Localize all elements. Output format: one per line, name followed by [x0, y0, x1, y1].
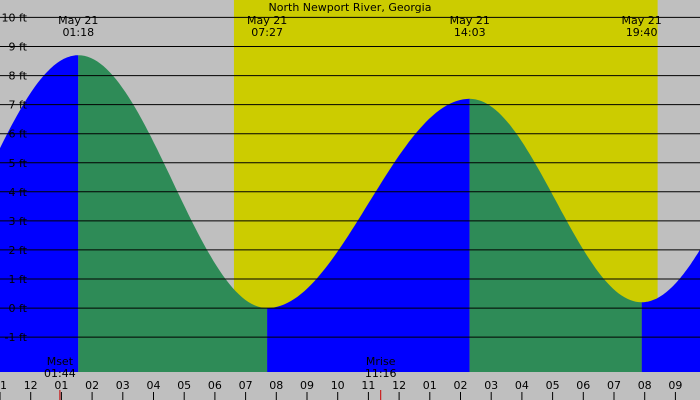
- x-axis: 11 12 01 02 03 04 05 06 07 08 09 10 11 12 01 02 03 04 05 06…: [0, 379, 682, 400]
- moon-event-time: 01:44: [44, 367, 76, 380]
- extreme-date-label: May 21: [58, 14, 98, 27]
- y-tick-label: 7 ft: [9, 99, 28, 112]
- y-tick-label: 2 ft: [9, 244, 28, 257]
- extreme-date-label: May 21: [450, 14, 490, 27]
- x-tick-label: 06: [208, 379, 222, 392]
- x-tick-label: 04: [147, 379, 161, 392]
- chart-title: North Newport River, Georgia: [269, 1, 432, 14]
- x-tick-label: 01: [54, 379, 68, 392]
- moon-event-label: Mset: [47, 355, 74, 368]
- falling-tide-area: [469, 98, 642, 373]
- falling-tide-area: [78, 55, 268, 372]
- x-tick-label: 02: [85, 379, 99, 392]
- x-tick-label: 08: [269, 379, 283, 392]
- tide-areas: [0, 55, 700, 373]
- extreme-time-label: 07:27: [251, 26, 283, 39]
- y-tick-label: 0 ft: [9, 302, 28, 315]
- x-tick-label: 03: [484, 379, 498, 392]
- grid-lines: [0, 16, 700, 338]
- x-tick-label: 06: [576, 379, 590, 392]
- y-tick-label: 3 ft: [9, 215, 28, 228]
- x-tick-label: 12: [392, 379, 406, 392]
- y-tick-label: 9 ft: [9, 41, 28, 54]
- y-tick-labels: 10 ft 9 ft 8 ft 7 ft 6 ft 5 ft 4 ft 3 ft 2 ft 1 f…: [2, 11, 28, 344]
- y-tick-label: 8 ft: [9, 70, 28, 83]
- extreme-time-label: 14:03: [454, 26, 486, 39]
- y-tick-label: -1 ft: [5, 331, 28, 344]
- y-tick-label: 10 ft: [2, 11, 28, 24]
- rising-tide-area: [641, 249, 700, 372]
- extreme-time-label: 19:40: [626, 26, 658, 39]
- x-tick-label: 05: [177, 379, 191, 392]
- x-tick-label: 07: [607, 379, 621, 392]
- x-tick-label: 04: [515, 379, 529, 392]
- y-tick-label: 4 ft: [9, 186, 28, 199]
- x-tick-label: 12: [24, 379, 38, 392]
- y-tick-label: 1 ft: [9, 273, 28, 286]
- extreme-date-label: May 21: [622, 14, 662, 27]
- rising-tide-area: [0, 55, 79, 372]
- x-tick-label: 10: [331, 379, 345, 392]
- x-tick-label: 05: [546, 379, 560, 392]
- x-tick-label: 09: [668, 379, 682, 392]
- rising-tide-area: [267, 98, 470, 373]
- y-tick-label: 5 ft: [9, 157, 28, 170]
- x-tick-label: 11: [361, 379, 375, 392]
- y-tick-label: 6 ft: [9, 128, 28, 141]
- x-tick-label: 03: [116, 379, 130, 392]
- x-tick-label: 07: [239, 379, 253, 392]
- moon-event-time: 11:16: [365, 367, 397, 380]
- x-tick-label: 11: [0, 379, 7, 392]
- moon-event-label: Mrise: [366, 355, 396, 368]
- extreme-time-label: 01:18: [62, 26, 94, 39]
- x-tick-label: 08: [638, 379, 652, 392]
- extreme-date-label: May 21: [247, 14, 287, 27]
- x-tick-label: 09: [300, 379, 314, 392]
- x-tick-label: 01: [423, 379, 437, 392]
- x-tick-label: 02: [454, 379, 468, 392]
